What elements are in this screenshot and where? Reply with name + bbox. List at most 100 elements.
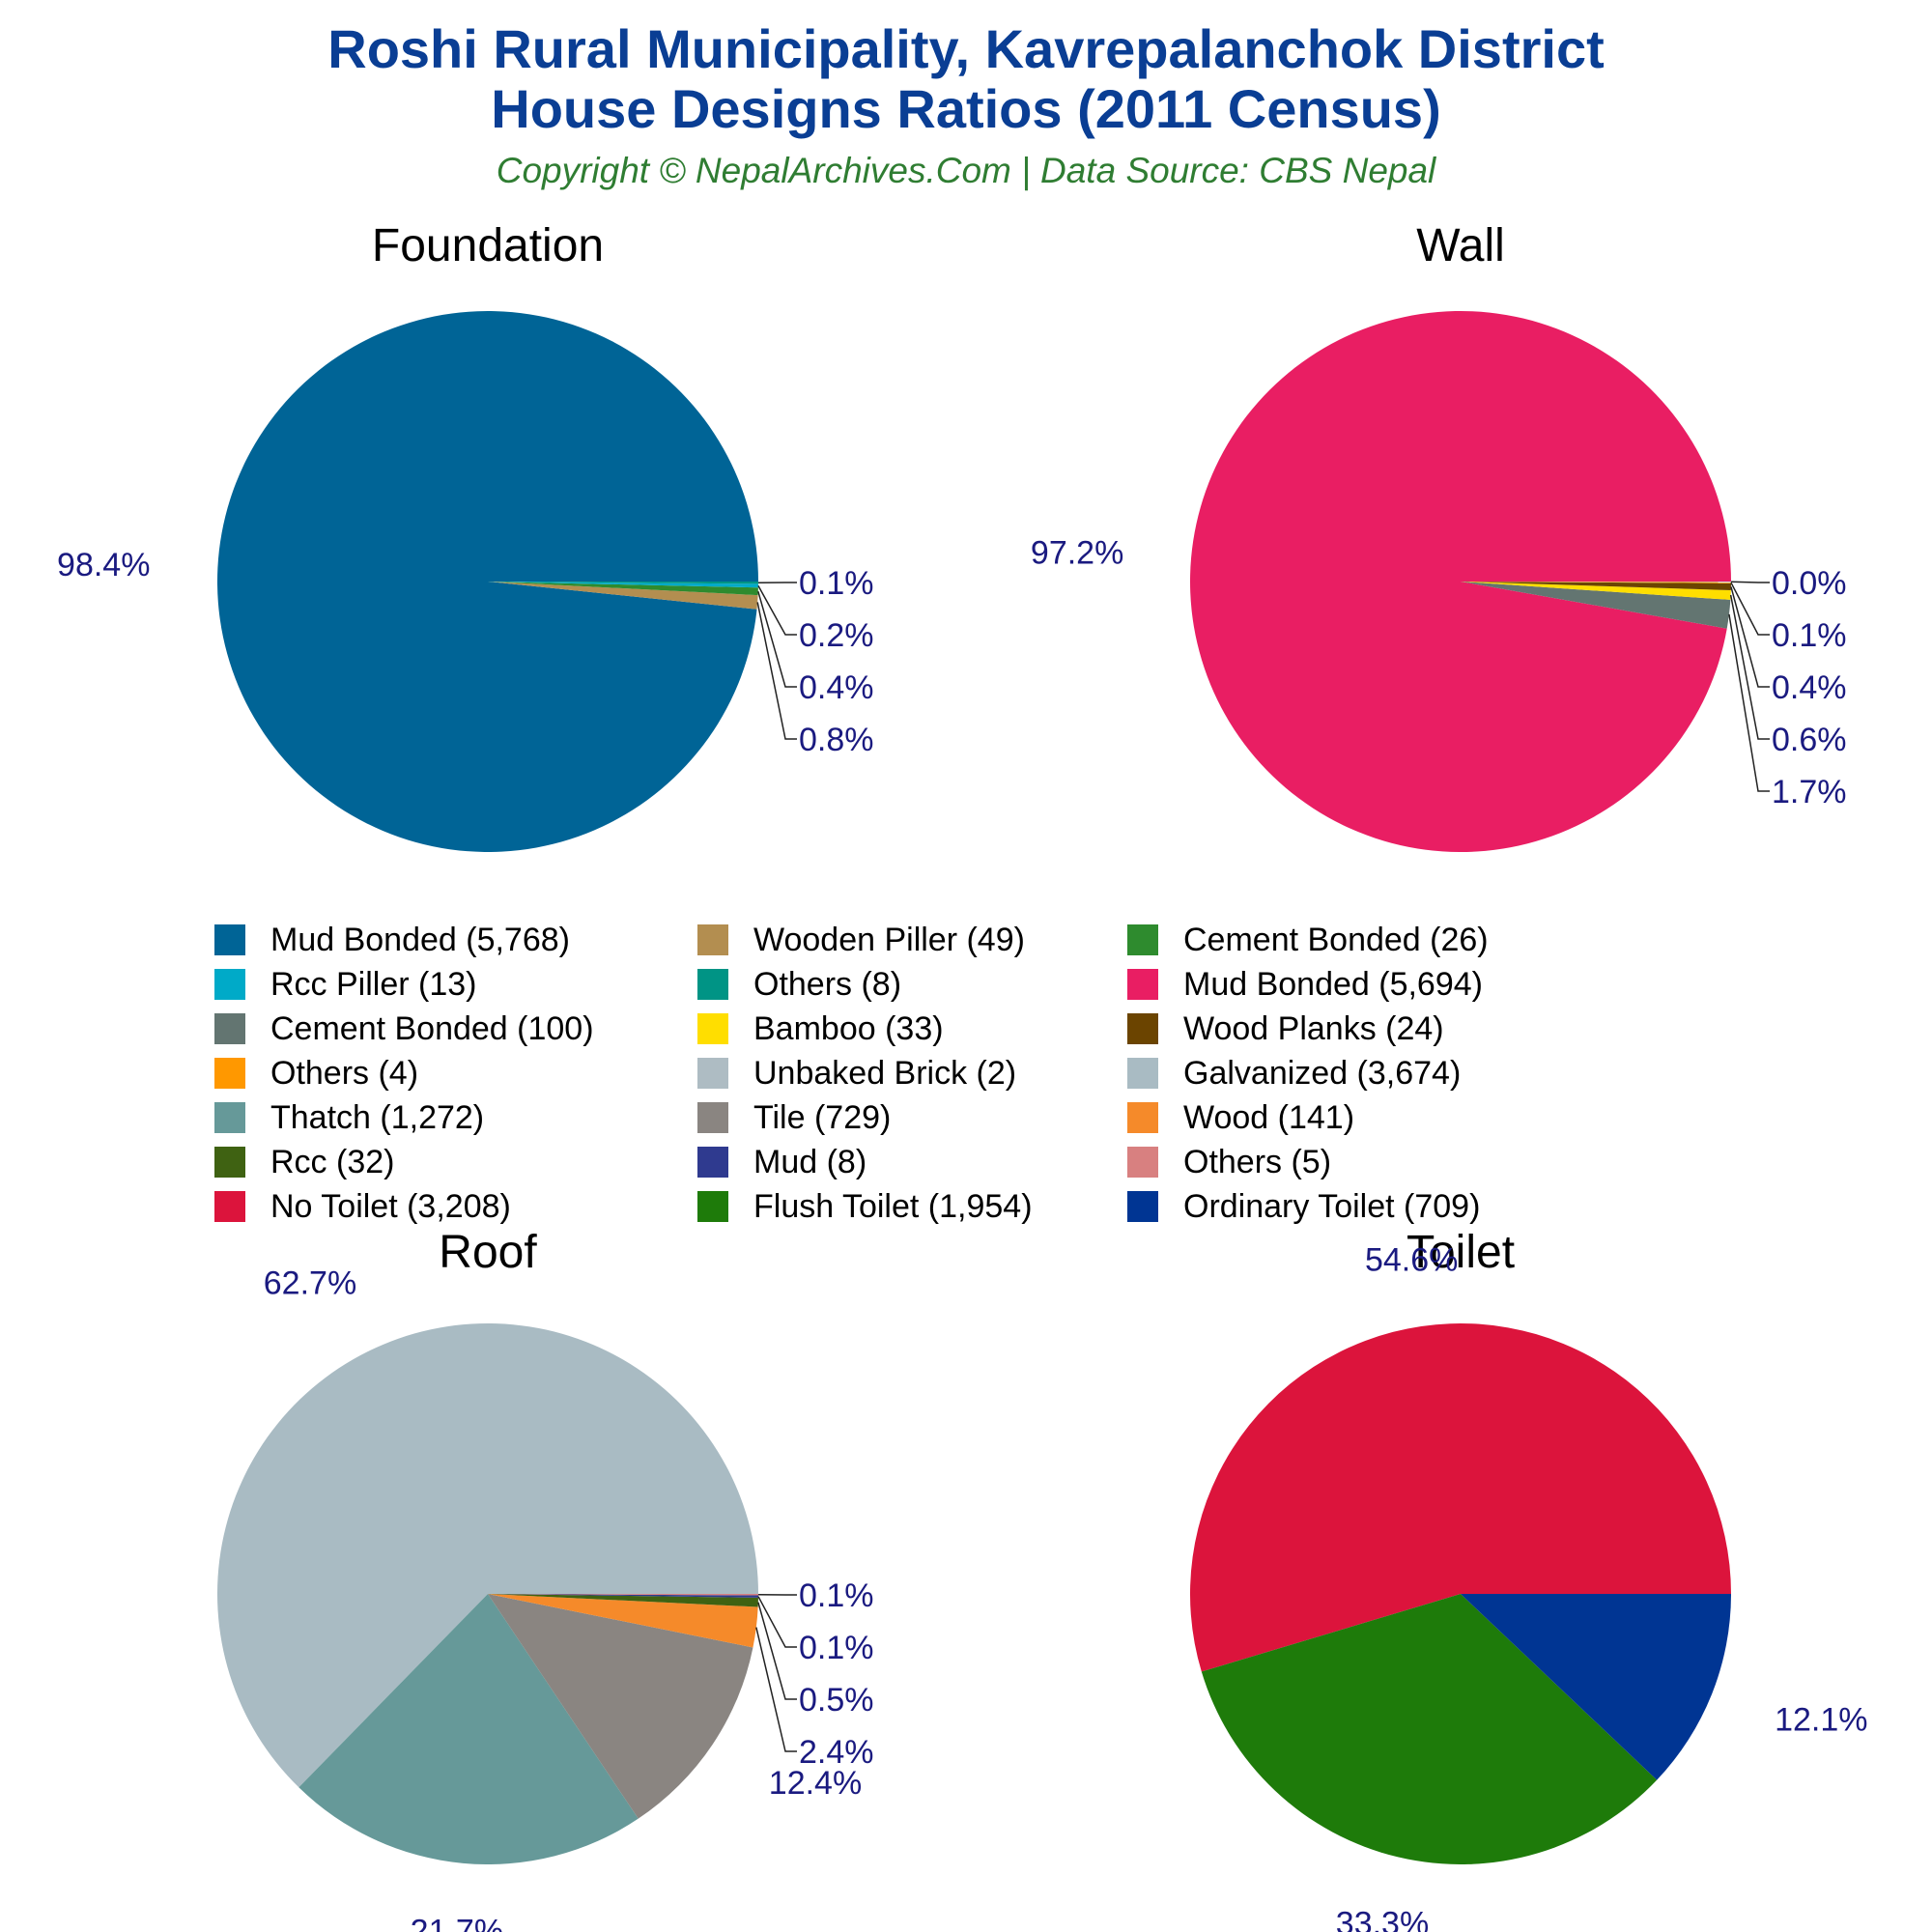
slice-roof-2	[488, 1594, 753, 1819]
legend-item: Others (4)	[214, 1051, 418, 1095]
legend-item: Mud Bonded (5,694)	[1127, 962, 1483, 1007]
leader-line-foundation-3	[757, 584, 797, 636]
legend-label: Rcc (32)	[270, 1143, 395, 1180]
pie-title-toilet: Toilet	[1406, 1227, 1515, 1278]
leader-line-foundation-1	[756, 602, 797, 740]
pct-label-toilet-2: 12.1%	[1775, 1702, 1867, 1739]
legend-swatch	[1127, 1147, 1158, 1178]
pct-label-wall-1: 1.7%	[1772, 774, 1847, 810]
legend-label: Others (4)	[270, 1054, 419, 1092]
leader-line-roof-3	[755, 1627, 797, 1752]
legend-label: Wood Planks (24)	[1183, 1009, 1444, 1047]
legend-swatch	[214, 1058, 245, 1089]
legend-label: Cement Bonded (26)	[1183, 921, 1489, 958]
chart-subtitle: Copyright © NepalArchives.Com | Data Sou…	[496, 151, 1436, 190]
pct-label-roof-4: 0.5%	[799, 1682, 874, 1719]
legend-label: Wood (141)	[1183, 1098, 1355, 1136]
pct-label-foundation-2: 0.4%	[799, 669, 874, 706]
slice-roof-0	[217, 1323, 759, 1788]
legend-item: Cement Bonded (26)	[1127, 918, 1489, 962]
legend-item: Rcc Piller (13)	[214, 962, 476, 1007]
legend-item: Mud (8)	[697, 1140, 867, 1184]
slice-toilet-1	[1201, 1594, 1658, 1865]
legend-swatch	[697, 969, 728, 1000]
legend-label: Ordinary Toilet (709)	[1183, 1187, 1481, 1225]
pie-title-wall: Wall	[1416, 220, 1505, 271]
legend-item: Mud Bonded (5,768)	[214, 918, 570, 962]
slice-foundation-1	[488, 582, 758, 610]
pie-foundation: Foundation 98.4% 0.1% 0.2% 0.4% 0.8%	[57, 220, 874, 852]
legend-swatch	[1127, 1191, 1158, 1222]
leader-line-roof-5	[757, 1596, 797, 1648]
legend-item: Wooden Piller (49)	[697, 918, 1025, 962]
legend-item: No Toilet (3,208)	[214, 1184, 511, 1229]
slice-foundation-3	[488, 582, 758, 588]
legend-item: Others (5)	[1127, 1140, 1331, 1184]
legend-label: Cement Bonded (100)	[270, 1009, 594, 1047]
pct-label-foundation-0: 98.4%	[57, 547, 150, 583]
legend-item: Cement Bonded (100)	[214, 1007, 594, 1051]
leader-line-wall-4	[1730, 582, 1770, 636]
pct-label-roof-3: 2.4%	[799, 1734, 874, 1771]
legend-swatch	[214, 1147, 245, 1178]
legend-item: Unbaked Brick (2)	[697, 1051, 1016, 1095]
pct-label-foundation-3: 0.2%	[799, 617, 874, 654]
slice-foundation-0	[216, 310, 758, 852]
chart-title: Roshi Rural Municipality, Kavrepalanchok…	[0, 19, 1932, 139]
legend-label: Others (8)	[753, 965, 902, 1003]
legend-item: Wood Planks (24)	[1127, 1007, 1444, 1051]
legend-swatch	[214, 969, 245, 1000]
leader-line-foundation-2	[757, 590, 797, 688]
legend-item: Wood (141)	[1127, 1095, 1354, 1140]
legend-label: Bamboo (33)	[753, 1009, 944, 1047]
pie-title-foundation: Foundation	[372, 220, 604, 271]
pie-title-roof: Roof	[439, 1227, 537, 1278]
legend-swatch	[697, 1013, 728, 1044]
leader-line-wall-2	[1729, 594, 1770, 740]
slice-roof-3	[488, 1594, 758, 1648]
pct-label-foundation-4: 0.1%	[799, 565, 874, 602]
slice-foundation-2	[488, 582, 758, 596]
pie-roof: Roof 62.7% 21.7% 12.4% 0.1% 0.1% 0.5% 2.4%	[217, 1227, 874, 1932]
leader-line-roof-4	[757, 1602, 797, 1700]
slice-foundation-4	[488, 582, 759, 584]
slice-wall-4	[1461, 582, 1731, 583]
legend-item: Flush Toilet (1,954)	[697, 1184, 1033, 1229]
legend-swatch	[697, 1147, 728, 1178]
legend-label: No Toilet (3,208)	[270, 1187, 511, 1225]
pct-label-toilet-0: 54.6%	[1365, 1242, 1458, 1279]
leader-line-wall-3	[1730, 586, 1770, 688]
slice-toilet-0	[1190, 1322, 1731, 1672]
pie-wall: Wall 97.2% 0.0% 0.1% 0.4% 0.6% 1.7%	[1031, 220, 1847, 852]
pct-label-roof-0: 62.7%	[264, 1264, 356, 1301]
pct-label-wall-0: 97.2%	[1031, 534, 1123, 571]
title-line-2: House Designs Ratios (2011 Census)	[491, 78, 1441, 139]
pct-label-roof-1: 21.7%	[411, 1914, 503, 1932]
pct-label-roof-6: 0.1%	[799, 1577, 874, 1614]
legend-swatch	[1127, 924, 1158, 955]
pct-label-foundation-1: 0.8%	[799, 722, 874, 758]
pct-label-wall-5: 0.0%	[1772, 565, 1847, 602]
legend-label: Tile (729)	[753, 1098, 892, 1136]
pct-label-wall-4: 0.1%	[1772, 617, 1847, 654]
legend-swatch	[1127, 1102, 1158, 1133]
slice-roof-6	[488, 1594, 758, 1596]
legend-label: Others (5)	[1183, 1143, 1332, 1180]
slice-toilet-2	[1461, 1594, 1731, 1780]
legend-item: Rcc (32)	[214, 1140, 394, 1184]
pct-label-wall-2: 0.6%	[1772, 722, 1847, 758]
title-line-1: Roshi Rural Municipality, Kavrepalanchok…	[327, 18, 1605, 79]
legend-swatch	[1127, 1058, 1158, 1089]
pct-label-toilet-1: 33.3%	[1336, 1905, 1429, 1932]
slice-roof-4	[488, 1594, 758, 1607]
legend-item: Ordinary Toilet (709)	[1127, 1184, 1480, 1229]
legend-label: Rcc Piller (13)	[270, 965, 477, 1003]
legend-swatch	[214, 1102, 245, 1133]
slice-roof-1	[298, 1594, 639, 1865]
slice-wall-3	[1461, 582, 1731, 591]
legend-label: Mud Bonded (5,694)	[1183, 965, 1483, 1003]
legend-label: Wooden Piller (49)	[753, 921, 1025, 958]
legend-item: Thatch (1,272)	[214, 1095, 484, 1140]
legend-item: Tile (729)	[697, 1095, 891, 1140]
